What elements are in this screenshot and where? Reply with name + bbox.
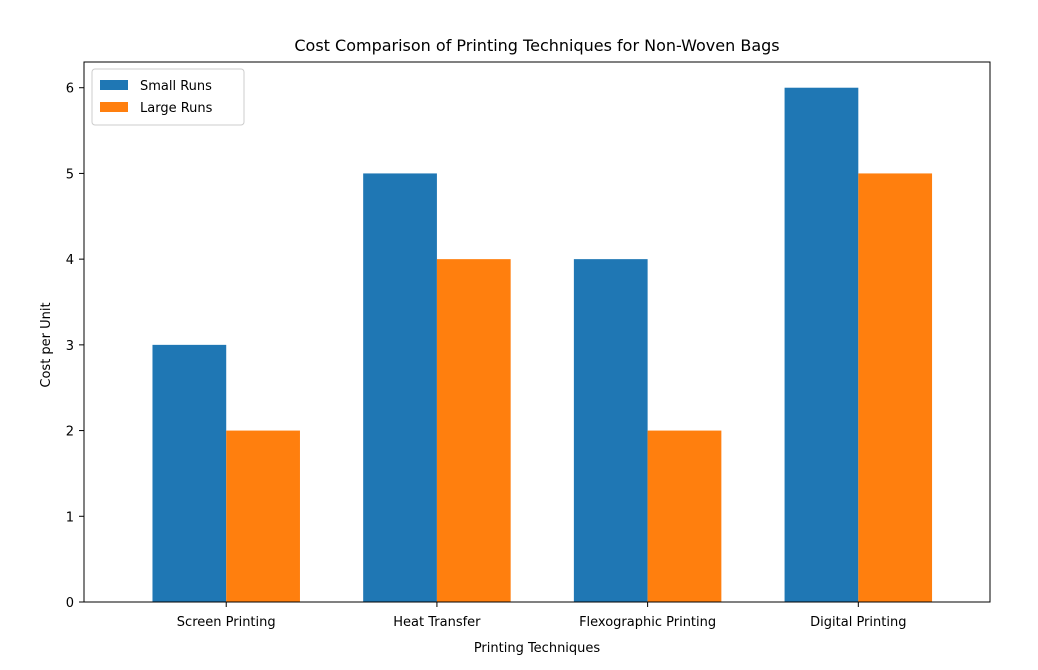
x-tick-label: Heat Transfer: [393, 615, 481, 630]
bar-large-runs-1: [436, 259, 511, 602]
bar-small-runs-0: [152, 344, 227, 602]
y-tick-label: 2: [66, 425, 74, 440]
legend-box: [91, 68, 245, 126]
y-tick-label: 3: [66, 339, 74, 354]
legend-swatch: [100, 102, 128, 112]
bar-small-runs-1: [363, 173, 437, 602]
plot-frame: [83, 61, 991, 603]
bar-large-runs-3: [858, 173, 933, 602]
bars-layer: [152, 87, 933, 602]
y-tick-label: 5: [66, 167, 74, 182]
bar-large-runs-2: [647, 430, 722, 602]
y-tick-label: 0: [66, 596, 74, 611]
y-tick-label: 4: [66, 253, 74, 268]
x-tick-label: Digital Printing: [810, 615, 906, 630]
x-tick-label: Screen Printing: [177, 615, 276, 630]
bar-large-runs-0: [226, 430, 300, 602]
legend: Small Runs Large Runs: [91, 68, 245, 126]
y-tick-label: 6: [66, 82, 74, 97]
bar-small-runs-2: [573, 259, 648, 602]
legend-label: Small Runs: [140, 79, 212, 94]
axes-layer: 0 1 2 3 4 5 6 Screen Printing Heat Transfer Flexo…: [66, 61, 991, 630]
bar-small-runs-3: [784, 87, 859, 602]
y-axis-label: Cost per Unit: [39, 302, 54, 387]
chart-title: Cost Comparison of Printing Techniques f…: [294, 36, 779, 55]
y-tick-label: 1: [66, 510, 74, 525]
legend-label: Large Runs: [140, 101, 213, 116]
x-axis-label: Printing Techniques: [474, 641, 601, 656]
legend-swatch: [100, 80, 128, 90]
x-tick-label: Flexographic Printing: [579, 615, 716, 630]
